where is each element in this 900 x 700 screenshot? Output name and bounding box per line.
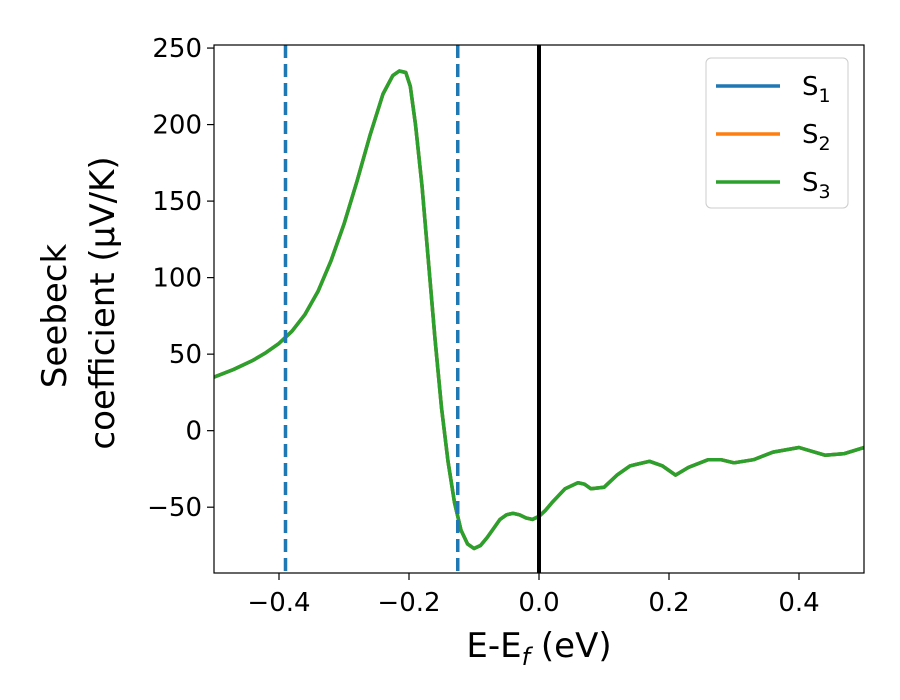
y-axis-label: Seebeck coefficient (μV/K) [35, 156, 123, 449]
x-tick-label: 0.4 [778, 588, 819, 618]
legend-label-s2: S2 [802, 120, 831, 155]
x-axis-label-unit: (eV) [530, 626, 612, 666]
y-tick-label: −50 [147, 493, 202, 523]
plot-area: −0.4 −0.2 0.0 0.2 0.4−50050100150200250S1S2S… [147, 34, 865, 618]
y-axis-label-line1: Seebeck [35, 244, 75, 389]
legend-label-sub: 3 [819, 181, 831, 203]
y-tick-label: 0 [185, 417, 202, 447]
legend-label-sub: 1 [819, 85, 831, 107]
y-tick-label: 100 [152, 264, 202, 294]
x-axis-label-main: E-E [466, 626, 521, 666]
y-tick-label: 150 [152, 187, 202, 217]
legend-label-sub: 2 [819, 133, 831, 155]
y-tick-label: 250 [152, 34, 202, 64]
y-tick-label: 50 [169, 340, 202, 370]
series-group [214, 45, 864, 573]
x-tick-label: 0.2 [648, 588, 689, 618]
series-line-s3 [214, 69, 864, 551]
legend-label-s1: S1 [802, 72, 831, 107]
legend-label-main: S [802, 72, 819, 102]
y-tick-label: 200 [152, 111, 202, 141]
legend-label-main: S [802, 120, 819, 150]
y-axis-label-line2: coefficient (μV/K) [83, 156, 123, 449]
x-tick-label: −0.4 [247, 588, 310, 618]
x-axis-label: E-Ef (eV) [466, 626, 611, 671]
x-tick-label: −0.2 [377, 588, 440, 618]
x-tick-label: 0.0 [518, 588, 559, 618]
legend-label-s3: S3 [802, 168, 831, 203]
legend-label-main: S [802, 168, 819, 198]
